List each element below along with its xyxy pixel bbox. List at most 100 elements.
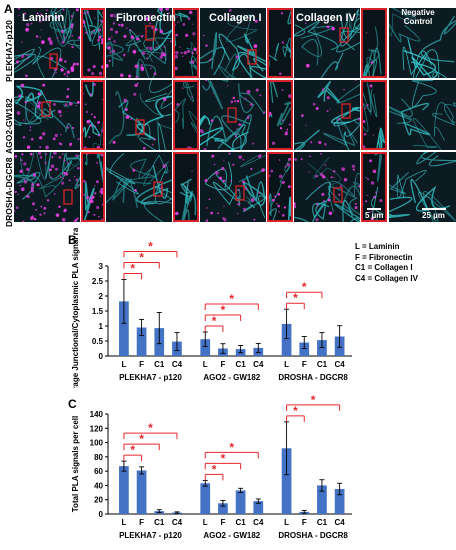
micrograph-drosha-collagen-i [200,152,266,222]
cell-membrane [238,154,266,183]
pla-signal-dot [169,40,172,43]
pla-signal-dot [99,195,102,198]
cell-membrane [243,195,266,218]
pla-signal-dot [318,186,321,188]
x-tick-label: F [139,360,144,369]
pla-signal-dot [42,18,45,22]
cell-membrane [92,122,103,148]
pla-signal-dot [76,100,80,104]
pla-signal-dot [89,123,93,127]
pla-signal-dot [67,123,70,125]
pla-signal-dot [60,68,64,72]
row-label-ago2: AGO2-GW182 [4,98,14,154]
pla-signal-dot [133,92,137,96]
pla-signal-dot [370,181,375,185]
pla-signal-dot [136,37,140,41]
cell-membrane [218,53,237,78]
pla-signal-dot [55,213,60,217]
x-tick-label: C1 [317,360,328,369]
pla-signal-dot [93,115,96,119]
legend-item-fibronectin: F = Fibronectin [355,252,413,262]
pla-signal-dot [284,132,288,136]
cell-membrane [45,152,73,180]
cell-membrane [363,82,378,118]
pla-signal-dot [175,211,179,216]
cell-membrane [363,59,378,76]
bar [281,448,292,514]
pla-signal-dot [62,8,65,11]
panel-b-label: B [68,233,77,247]
pla-signal-dot [76,62,79,66]
cell-membrane [19,152,47,180]
pla-signal-dot [151,143,154,146]
cell-membrane [431,102,456,126]
cell-membrane [83,181,95,220]
cell-membrane [183,82,195,103]
pla-signal-dot [214,171,219,175]
cell-membrane [402,46,432,78]
cell-membrane [416,152,456,167]
pla-signal-dot [50,176,53,179]
pla-signal-dot [50,164,55,168]
micrograph-plekha7-collagen-i [200,8,266,78]
pla-signal-dot [104,160,105,161]
pla-signal-dot [46,199,50,202]
pla-signal-dot [20,159,23,162]
pla-signal-dot [72,64,75,67]
pla-signal-dot [98,215,100,218]
pla-signal-dot [146,53,148,55]
pla-signal-dot [221,166,225,170]
pla-signal-dot [281,180,285,184]
pla-signal-dot [192,32,196,36]
pla-signal-dot [142,147,146,150]
zoom-inset-drosha-laminin [81,152,105,222]
x-tick-label: F [302,518,307,527]
pla-signal-dot [373,195,376,199]
pla-signal-dot [39,213,42,216]
significance-star: * [221,303,226,317]
pla-signal-dot [318,140,322,145]
x-tick-label: L [284,518,289,527]
pla-signal-dot [128,74,132,78]
pla-signal-dot [36,183,40,187]
cell-membrane [330,106,360,124]
pla-signal-dot [162,164,167,168]
pla-signal-dot [43,206,47,210]
pla-signal-dot [370,216,374,220]
pla-signal-dot [32,202,35,206]
x-tick-label: F [220,360,225,369]
cell-membrane [136,58,156,78]
pla-signal-dot [236,99,240,103]
pla-signal-dot [386,154,387,158]
pla-signal-dot [96,205,100,210]
pla-signal-dot [25,74,28,78]
bar [136,470,147,514]
pla-signal-dot [358,117,360,121]
cell-membrane [288,196,291,220]
cell-membrane [412,118,442,150]
pla-signal-dot [179,46,181,48]
pla-signal-dot [145,57,148,60]
x-tick-label: C1 [154,518,165,527]
pla-signal-dot [354,202,357,205]
pla-signal-dot [322,175,326,179]
pla-signal-dot [333,176,335,179]
pla-signal-dot [83,12,86,14]
pla-signal-dot [337,118,340,121]
y-tick-label: 40 [94,481,103,490]
pla-signal-dot [250,103,253,106]
cell-membrane [308,156,341,185]
pla-signal-dot [327,198,331,202]
significance-star: * [130,443,135,457]
pla-signal-dot [29,126,32,128]
group-label: AGO2 - GW182 [203,373,260,382]
cell-membrane [136,95,172,141]
pla-signal-dot [90,113,93,116]
pla-signal-dot [55,167,58,171]
pla-signal-dot [99,190,103,194]
pla-signal-dot [110,14,114,18]
pla-signal-dot [37,101,41,105]
cell-membrane [84,82,94,97]
pla-signal-dot [61,40,65,44]
panel-a-label: A [4,2,13,16]
